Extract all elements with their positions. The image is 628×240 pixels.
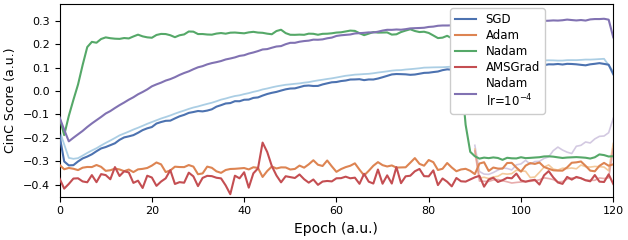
AMSGrad: [259, 141, 266, 144]
SGD: [116, 138, 123, 141]
Adam: [411, 157, 419, 160]
AMSGrad: [111, 166, 119, 168]
SGD: [434, 70, 441, 73]
Line: AMSGrad: AMSGrad: [60, 143, 614, 194]
Y-axis label: CinC Score (a.u.): CinC Score (a.u.): [4, 48, 17, 153]
Nadam
lr=10$^{-4}$: [600, 17, 608, 20]
Nadam: [111, 37, 119, 40]
SGD: [610, 73, 617, 76]
AMSGrad: [610, 183, 617, 186]
Nadam: [56, 116, 63, 119]
SGD: [190, 111, 197, 114]
Line: Adam: Adam: [60, 158, 614, 177]
Nadam
lr=10$^{-4}$: [406, 27, 414, 30]
AMSGrad: [439, 177, 447, 180]
Adam: [56, 163, 63, 166]
AMSGrad: [411, 170, 419, 173]
Adam: [439, 167, 447, 170]
SGD: [596, 62, 604, 65]
Nadam
lr=10$^{-4}$: [65, 140, 73, 143]
Nadam: [434, 37, 441, 40]
SGD: [577, 63, 585, 66]
Nadam
lr=10$^{-4}$: [190, 68, 197, 71]
AMSGrad: [227, 193, 234, 196]
Adam: [296, 164, 303, 167]
Nadam: [291, 33, 299, 36]
SGD: [65, 164, 73, 167]
Nadam
lr=10$^{-4}$: [610, 36, 617, 39]
Nadam: [402, 29, 409, 32]
Adam: [185, 164, 193, 167]
SGD: [56, 134, 63, 137]
Line: Nadam: Nadam: [60, 29, 614, 160]
AMSGrad: [300, 178, 308, 181]
Line: Nadam
lr=10$^{-4}$: Nadam lr=10$^{-4}$: [60, 19, 614, 141]
Nadam
lr=10$^{-4}$: [434, 24, 441, 27]
Nadam: [499, 158, 506, 161]
Line: SGD: SGD: [60, 63, 614, 165]
Nadam: [406, 28, 414, 31]
Nadam
lr=10$^{-4}$: [296, 40, 303, 43]
Adam: [610, 163, 617, 166]
Nadam
lr=10$^{-4}$: [116, 104, 123, 107]
SGD: [296, 86, 303, 89]
Adam: [406, 161, 414, 164]
Adam: [582, 164, 589, 167]
Nadam: [185, 30, 193, 33]
SGD: [406, 73, 414, 76]
AMSGrad: [185, 171, 193, 174]
Adam: [259, 175, 266, 178]
AMSGrad: [56, 177, 63, 180]
Nadam
lr=10$^{-4}$: [56, 116, 63, 119]
Nadam: [610, 155, 617, 158]
Nadam
lr=10$^{-4}$: [577, 18, 585, 21]
Legend: SGD, Adam, Nadam, AMSGrad, Nadam
lr=10$^{-4}$: SGD, Adam, Nadam, AMSGrad, Nadam lr=10$^…: [450, 8, 545, 114]
AMSGrad: [582, 179, 589, 182]
Nadam: [582, 156, 589, 159]
X-axis label: Epoch (a.u.): Epoch (a.u.): [295, 222, 378, 236]
Adam: [111, 167, 119, 170]
